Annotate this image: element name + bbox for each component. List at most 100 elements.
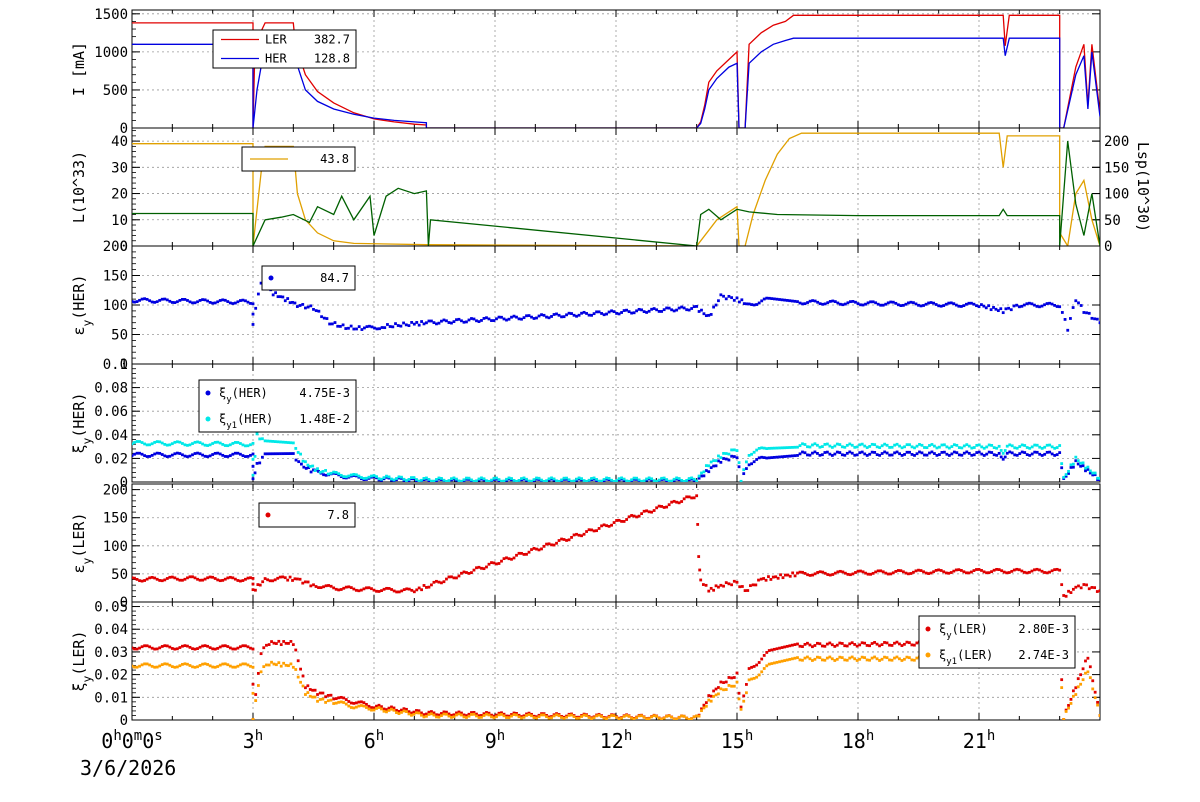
data-point (915, 641, 919, 645)
data-point (339, 695, 343, 699)
y-tick-label: 100 (103, 298, 128, 314)
y-tick-label: 1000 (94, 45, 128, 61)
data-point (995, 567, 999, 571)
data-point (188, 575, 192, 579)
data-point (288, 301, 292, 305)
data-point (750, 303, 754, 306)
data-point (332, 702, 336, 705)
data-point (535, 716, 538, 720)
data-point (482, 712, 486, 716)
data-point (175, 440, 179, 444)
data-point (607, 310, 611, 314)
data-point (132, 454, 134, 458)
data-point (354, 473, 358, 477)
data-point (900, 644, 904, 647)
data-point (482, 714, 486, 717)
data-point (811, 443, 814, 447)
data-point (517, 713, 521, 717)
data-point (560, 315, 563, 319)
data-point (923, 446, 926, 449)
y-tick-label: 100 (103, 539, 128, 555)
y-tick-label: 200 (103, 483, 128, 499)
data-point (585, 480, 588, 482)
data-point (947, 301, 951, 305)
data-point (930, 450, 934, 454)
data-point (828, 655, 832, 659)
data-point (497, 711, 501, 715)
data-point (357, 474, 361, 478)
data-point (295, 577, 299, 581)
data-point (875, 453, 879, 457)
y2-axis-label: Lsp(10^30) (1134, 142, 1152, 232)
data-point (520, 317, 523, 321)
data-point (1064, 710, 1068, 713)
data-point (970, 446, 974, 450)
data-point (170, 442, 174, 446)
data-point (395, 477, 398, 480)
data-point (746, 589, 750, 592)
data-point (846, 301, 850, 305)
data-point (565, 715, 568, 719)
data-point (155, 665, 159, 669)
data-point (940, 443, 944, 447)
data-point (1067, 706, 1070, 710)
data-point (223, 298, 227, 302)
data-point (422, 477, 426, 480)
data-point (850, 655, 854, 659)
legend-name: HER (265, 52, 287, 66)
data-point (835, 657, 839, 661)
data-point (1090, 586, 1094, 589)
data-point (735, 671, 739, 675)
data-point (811, 645, 814, 649)
data-point (490, 715, 493, 719)
data-point (522, 553, 526, 556)
data-point (895, 640, 899, 644)
data-point (279, 440, 282, 444)
data-point (308, 688, 312, 691)
data-point (755, 458, 759, 461)
data-point (582, 713, 586, 717)
data-point (880, 643, 884, 647)
data-point (301, 684, 305, 688)
data-point (1028, 570, 1031, 574)
legend-value: 4.75E-3 (299, 386, 350, 400)
data-point (823, 443, 827, 446)
data-point (477, 477, 481, 481)
data-point (360, 328, 364, 331)
data-point (667, 479, 671, 482)
data-point (542, 544, 546, 548)
data-point (450, 575, 453, 579)
data-point (780, 646, 784, 649)
data-point (1000, 569, 1004, 573)
data-point (773, 661, 776, 665)
data-point (281, 440, 285, 444)
data-point (402, 321, 405, 325)
data-point (427, 478, 431, 481)
data-point (871, 571, 875, 575)
data-point (962, 444, 966, 448)
data-point (465, 320, 468, 324)
data-point (903, 657, 906, 661)
data-point (557, 714, 561, 718)
data-point (891, 571, 895, 575)
legend-value: 7.8 (327, 508, 349, 522)
data-point (390, 477, 393, 481)
data-point (645, 311, 649, 314)
data-point (980, 569, 983, 572)
data-point (150, 442, 154, 446)
data-point (858, 643, 862, 647)
data-point (985, 452, 989, 456)
data-point (607, 524, 611, 528)
data-point (442, 712, 446, 716)
data-point (570, 479, 573, 482)
data-point (570, 312, 573, 315)
data-point (900, 454, 904, 457)
data-point (273, 452, 277, 456)
data-point (597, 527, 601, 530)
data-point (1003, 449, 1007, 452)
data-point (467, 712, 471, 716)
data-point (455, 318, 458, 322)
data-point (347, 474, 351, 478)
data-point (918, 450, 921, 454)
data-point (1093, 696, 1097, 700)
